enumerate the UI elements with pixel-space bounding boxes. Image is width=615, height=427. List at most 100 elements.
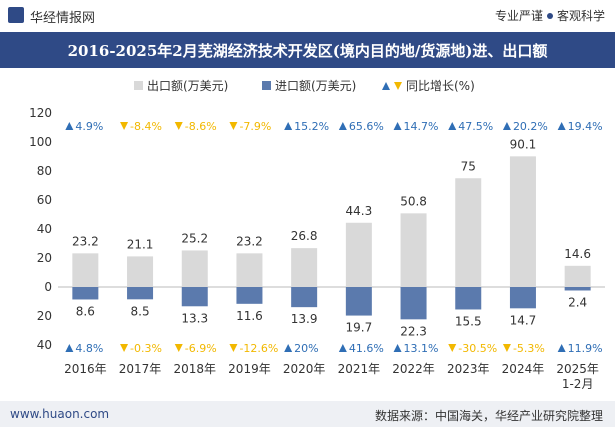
footer-site: www.huaon.com xyxy=(10,407,110,421)
legend-export-swatch xyxy=(134,81,143,90)
footer-source: 数据来源：中国海关，华经产业研究院整理 xyxy=(374,409,603,423)
x-tick-label: 2024年 xyxy=(502,362,545,376)
import-growth-up-icon xyxy=(65,344,74,352)
export-bar xyxy=(400,213,427,287)
import-value-label: 8.6 xyxy=(76,304,95,318)
import-value-label: 13.3 xyxy=(181,311,208,325)
export-bar xyxy=(345,222,372,287)
import-bar xyxy=(181,287,208,307)
export-value-label: 90.1 xyxy=(510,137,537,151)
x-tick-label: 2025年 xyxy=(556,362,599,376)
export-growth-label: 47.5% xyxy=(458,120,493,133)
import-value-label: 11.6 xyxy=(236,309,263,323)
export-growth-label: -7.9% xyxy=(239,120,271,133)
legend-import-label: 进口额(万美元) xyxy=(275,79,356,93)
export-growth-label: 20.2% xyxy=(513,120,548,133)
import-growth-label: 13.1% xyxy=(404,342,439,355)
export-value-label: 25.2 xyxy=(181,231,208,245)
y-tick-label: 40 xyxy=(37,222,52,236)
export-growth-label: 19.4% xyxy=(568,120,603,133)
x-tick-label: 2021年 xyxy=(338,362,381,376)
y-tick-label: 0 xyxy=(44,280,52,294)
export-growth-up-icon xyxy=(502,122,511,130)
import-growth-down-icon xyxy=(448,344,457,352)
export-bar xyxy=(455,178,482,287)
import-growth-label: -30.5% xyxy=(458,342,497,355)
x-tick-label: 2022年 xyxy=(392,362,435,376)
brand-logo-icon xyxy=(8,7,24,23)
export-bar xyxy=(127,256,154,287)
export-growth-label: 15.2% xyxy=(294,120,329,133)
import-value-label: 22.3 xyxy=(400,324,427,338)
export-growth-label: -8.4% xyxy=(130,120,162,133)
import-growth-label: -12.6% xyxy=(239,342,278,355)
x-tick-label: 2017年 xyxy=(119,362,162,376)
import-growth-down-icon xyxy=(174,344,183,352)
footer: www.huaon.com 数据来源：中国海关，华经产业研究院整理 xyxy=(0,401,615,427)
import-value-label: 14.7 xyxy=(510,313,537,327)
import-bar xyxy=(72,287,99,300)
export-growth-label: 4.9% xyxy=(75,120,103,133)
export-value-label: 14.6 xyxy=(564,247,591,261)
y-tick-label: 40 xyxy=(37,338,52,352)
x-tick-label: 1-2月 xyxy=(562,377,594,391)
export-growth-down-icon xyxy=(120,122,129,130)
y-tick-label: 120 xyxy=(29,106,52,120)
legend-growth-label: 同比增长(%) xyxy=(406,79,475,93)
chart: 出口额(万美元) 进口额(万美元) 同比增长(%) 120 100 80 60 40 20 0 20… xyxy=(29,79,605,391)
export-value-label: 26.8 xyxy=(291,229,318,243)
export-growth-label: 65.6% xyxy=(349,120,384,133)
top-bar: 华经情报网 专业严谨 客观科学 xyxy=(0,0,615,30)
legend-import-swatch xyxy=(262,81,271,90)
import-growth-up-icon xyxy=(284,344,293,352)
tagline: 专业严谨 客观科学 xyxy=(495,7,605,24)
x-tick-label: 2020年 xyxy=(283,362,326,376)
export-growth-down-icon xyxy=(229,122,238,130)
import-growth-down-icon xyxy=(502,344,511,352)
import-value-label: 8.5 xyxy=(131,304,150,318)
x-tick-label: 2018年 xyxy=(173,362,216,376)
import-value-label: 13.9 xyxy=(291,312,318,326)
export-bar xyxy=(236,253,263,287)
import-bar xyxy=(400,287,427,320)
import-growth-label: 4.8% xyxy=(75,342,103,355)
import-value-label: 2.4 xyxy=(568,295,587,309)
y-tick-label: 20 xyxy=(37,309,52,323)
x-tick-label: 2016年 xyxy=(64,362,107,376)
import-bar xyxy=(455,287,482,310)
export-value-label: 50.8 xyxy=(400,194,427,208)
export-bar xyxy=(181,250,208,287)
y-tick-label: 20 xyxy=(37,251,52,265)
export-value-label: 75 xyxy=(461,159,476,173)
x-tick-label: 2019年 xyxy=(228,362,271,376)
import-growth-up-icon xyxy=(338,344,347,352)
import-growth-label: -6.9% xyxy=(185,342,217,355)
legend-export-label: 出口额(万美元) xyxy=(147,79,228,93)
import-value-label: 15.5 xyxy=(455,314,482,328)
legend-up-icon xyxy=(382,82,390,90)
import-growth-label: 20% xyxy=(294,342,318,355)
export-bar xyxy=(564,265,591,287)
y-tick-label: 60 xyxy=(37,193,52,207)
import-bar xyxy=(236,287,263,304)
export-value-label: 44.3 xyxy=(345,204,372,218)
import-growth-up-icon xyxy=(393,344,402,352)
y-tick-label: 80 xyxy=(37,164,52,178)
separator-dot-icon xyxy=(546,12,553,19)
import-growth-label: 11.9% xyxy=(568,342,603,355)
import-growth-label: 41.6% xyxy=(349,342,384,355)
title-bar: 2016-2025年2月芜湖经济技术开发区(境内目的地/货源地)进、出口额 xyxy=(0,32,615,68)
export-value-label: 23.2 xyxy=(72,234,99,248)
export-growth-up-icon xyxy=(284,122,293,130)
import-bar xyxy=(509,287,536,309)
import-growth-up-icon xyxy=(557,344,566,352)
export-bar xyxy=(509,156,536,287)
export-growth-label: 14.7% xyxy=(404,120,439,133)
import-growth-down-icon xyxy=(120,344,129,352)
import-bar xyxy=(291,287,318,308)
export-growth-up-icon xyxy=(448,122,457,130)
export-value-label: 21.1 xyxy=(127,237,154,251)
import-bar xyxy=(564,287,591,291)
export-growth-label: -8.6% xyxy=(185,120,217,133)
tagline-left: 专业严谨 xyxy=(494,9,543,23)
